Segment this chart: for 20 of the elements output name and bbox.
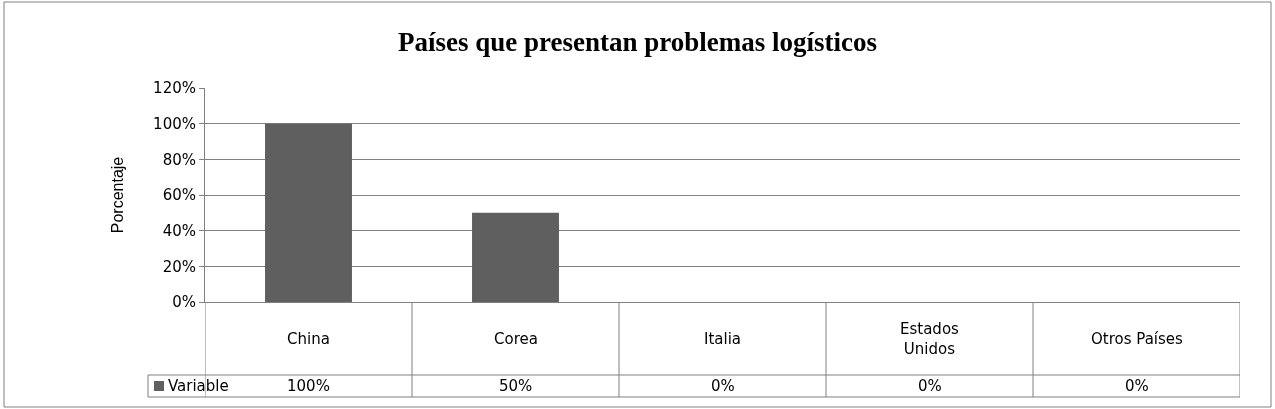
- x-tick-label: Estados Unidos: [900, 320, 960, 358]
- data-label: 100%: [287, 377, 330, 395]
- y-tick-label: 40%: [162, 221, 196, 240]
- y-tick-label: 120%: [153, 79, 196, 98]
- data-label: 0%: [918, 377, 942, 395]
- y-tick-label: 20%: [162, 257, 196, 276]
- data-label: 50%: [499, 377, 533, 395]
- x-tick-label: Otros Países: [1091, 330, 1184, 348]
- legend-label: Variable: [168, 377, 229, 395]
- x-tick-label: Italia: [704, 330, 742, 348]
- y-tick-label: 80%: [162, 150, 196, 169]
- y-tick-label: 0%: [172, 293, 196, 312]
- y-tick-label: 100%: [153, 114, 196, 133]
- x-tick-label: China: [287, 330, 330, 348]
- data-label: 0%: [1125, 377, 1149, 395]
- data-label: 0%: [711, 377, 735, 395]
- y-axis-title: Porcentaje: [109, 156, 127, 234]
- chart-title: Países que presentan problemas logísticos: [397, 27, 878, 58]
- x-tick-label: Corea: [494, 330, 538, 348]
- y-tick-label: 60%: [162, 186, 196, 205]
